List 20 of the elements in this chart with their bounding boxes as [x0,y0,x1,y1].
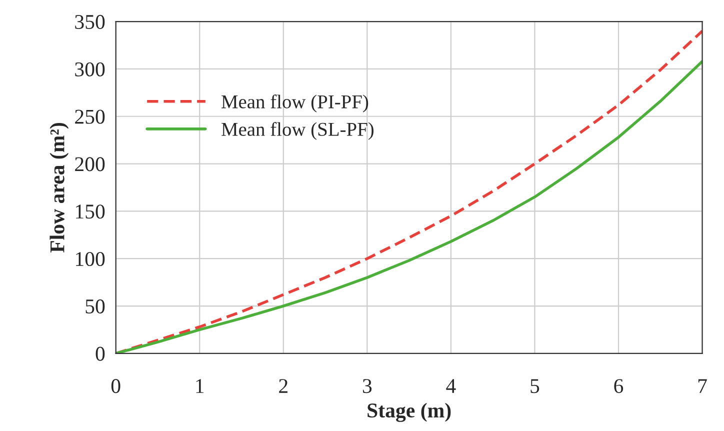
y-tick-label: 350 [75,14,105,29]
x-tick-label: 1 [196,379,204,393]
x-axis-title: Stage (m) [368,402,451,422]
x-tick-label: 0 [111,379,120,394]
x-tick-label: 7 [698,379,707,393]
x-tick-label: 5 [530,379,540,394]
y-tick-label: 100 [76,252,105,266]
x-tick-label: 6 [614,379,624,394]
y-tick-label: 300 [75,62,105,76]
y-tick-label: 0 [96,346,105,361]
y-tick-label: 200 [75,157,105,172]
legend-label: Mean flow (SL-PF) [222,122,374,140]
y-tick-label: 150 [76,204,105,219]
y-tick-label: 50 [86,299,105,314]
x-tick-label: 4 [446,379,456,393]
y-axis-title: Flow area (m²) [50,122,69,253]
y-tick-label: 250 [75,110,105,124]
x-tick-label: 2 [279,379,288,393]
legend-label: Mean flow (PI-PF) [222,94,368,112]
x-tick-label: 3 [362,379,372,394]
